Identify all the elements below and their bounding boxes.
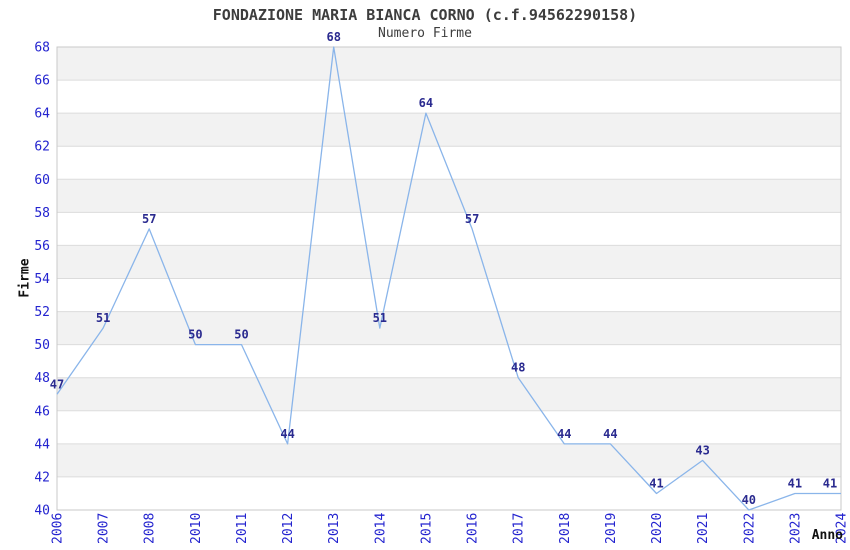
data-point-label: 47 xyxy=(50,377,64,391)
grid-band xyxy=(57,443,841,477)
y-tick-label: 46 xyxy=(34,404,50,419)
chart-title: FONDAZIONE MARIA BIANCA CORNO (c.f.94562… xyxy=(212,6,638,24)
grid-band xyxy=(57,377,841,411)
grid-band xyxy=(57,476,841,510)
x-tick-label: 2024 xyxy=(835,513,850,544)
grid-band xyxy=(57,344,841,378)
x-tick-label: 2020 xyxy=(650,513,665,544)
data-point-label: 44 xyxy=(557,427,571,441)
grid-band xyxy=(57,47,841,81)
x-tick-label: 2018 xyxy=(558,513,573,544)
y-axis-title: Firme xyxy=(17,258,33,298)
data-point-label: 57 xyxy=(142,212,156,226)
data-point-label: 50 xyxy=(188,328,202,342)
y-tick-label: 56 xyxy=(34,239,50,254)
y-tick-label: 64 xyxy=(34,107,50,122)
y-tick-label: 52 xyxy=(34,305,50,320)
data-point-label: 57 xyxy=(465,212,479,226)
grid-band xyxy=(57,113,841,147)
grid-band xyxy=(57,245,841,279)
x-tick-label: 2006 xyxy=(51,513,66,544)
data-point-label: 41 xyxy=(649,477,663,491)
x-tick-label: 2021 xyxy=(696,513,711,544)
data-point-label: 50 xyxy=(234,328,248,342)
x-tick-label: 2015 xyxy=(419,513,434,544)
y-tick-label: 68 xyxy=(34,41,50,56)
y-tick-label: 40 xyxy=(34,504,50,519)
x-tick-label: 2023 xyxy=(788,513,803,544)
x-tick-label: 2007 xyxy=(97,513,112,544)
y-tick-label: 44 xyxy=(34,437,50,452)
grid-band xyxy=(57,146,841,180)
data-point-label: 44 xyxy=(280,427,294,441)
y-tick-label: 62 xyxy=(34,140,50,155)
grid-band xyxy=(57,179,841,213)
data-point-label: 68 xyxy=(326,30,340,44)
data-point-label: 44 xyxy=(603,427,617,441)
y-tick-label: 48 xyxy=(34,371,50,386)
x-tick-label: 2013 xyxy=(327,513,342,544)
grid-band xyxy=(57,410,841,444)
plot-border xyxy=(56,46,842,511)
x-tick-label: 2014 xyxy=(373,513,388,544)
x-tick-label: 2019 xyxy=(604,513,619,544)
grid-band xyxy=(57,278,841,312)
data-point-label: 41 xyxy=(788,477,802,491)
y-tick-label: 66 xyxy=(34,74,50,89)
data-point-label: 41 xyxy=(823,477,837,491)
data-point-label: 51 xyxy=(96,311,110,325)
y-tick-label: 42 xyxy=(34,470,50,485)
grid-band xyxy=(57,311,841,345)
chart-subtitle: Numero Firme xyxy=(378,26,472,41)
x-tick-label: 2017 xyxy=(512,513,527,544)
grid-band xyxy=(57,80,841,114)
x-tick-label: 2008 xyxy=(143,513,158,544)
data-point-label: 40 xyxy=(742,493,756,507)
data-point-label: 43 xyxy=(695,443,709,457)
x-tick-label: 2011 xyxy=(235,513,250,544)
x-tick-label: 2016 xyxy=(466,513,481,544)
y-tick-label: 58 xyxy=(34,206,50,221)
data-point-label: 48 xyxy=(511,361,525,375)
data-point-label: 51 xyxy=(373,311,387,325)
x-axis-title: Anno xyxy=(811,528,843,543)
data-point-label: 64 xyxy=(419,96,433,110)
y-tick-label: 50 xyxy=(34,338,50,353)
series-line xyxy=(56,46,841,511)
y-tick-label: 60 xyxy=(34,173,50,188)
x-tick-label: 2022 xyxy=(742,513,757,544)
x-tick-label: 2010 xyxy=(189,513,204,544)
y-tick-label: 54 xyxy=(34,272,50,287)
grid-band xyxy=(57,212,841,246)
x-tick-label: 2012 xyxy=(281,513,296,544)
